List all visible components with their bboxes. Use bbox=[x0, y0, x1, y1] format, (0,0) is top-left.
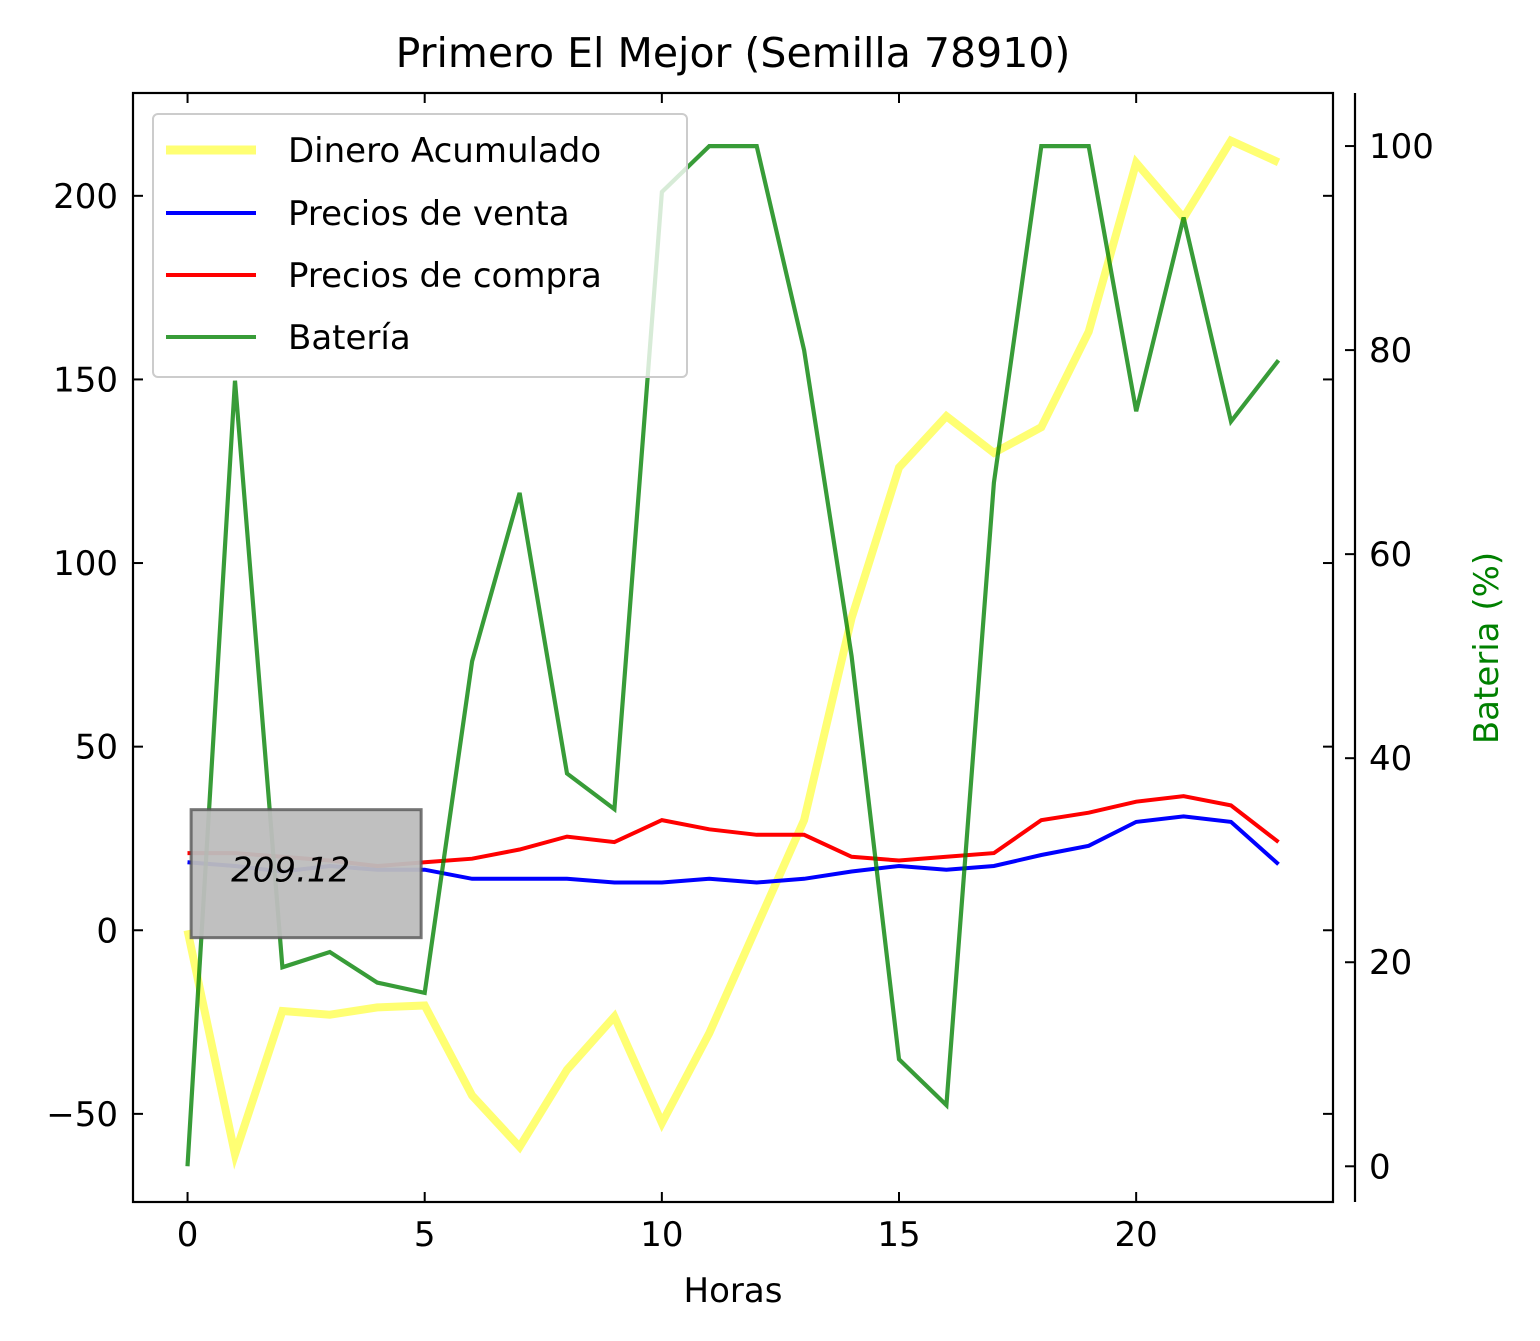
annotation-text: 209.12 bbox=[231, 851, 350, 891]
y-tick-label: 50 bbox=[75, 728, 118, 768]
y2-tick-label: 80 bbox=[1369, 331, 1412, 371]
y-axis-ticks: −50 0 50 100 150 200 bbox=[46, 177, 1333, 1135]
y-tick-label: 200 bbox=[53, 177, 118, 217]
legend-frame bbox=[152, 113, 688, 378]
y2-tick-label: 0 bbox=[1369, 1147, 1391, 1187]
y2-tick-label: 60 bbox=[1369, 535, 1412, 575]
series-line-3 bbox=[185, 144, 1281, 1167]
legend-label-dinero-acumulado: Dinero Acumulado bbox=[288, 131, 601, 171]
y2-tick-label: 40 bbox=[1369, 739, 1412, 779]
x-tick-label: 20 bbox=[1115, 1215, 1158, 1255]
chart-title: Primero El Mejor (Semilla 78910) bbox=[396, 29, 1071, 77]
y2-tick-label: 100 bbox=[1369, 127, 1434, 167]
series-line-0 bbox=[183, 135, 1281, 1170]
y2-axis-label: Bateria (%) bbox=[1467, 552, 1507, 744]
y2-axis-ticks: 0 20 40 60 80 100 bbox=[1345, 127, 1434, 1187]
annotation-layer: 209.12 bbox=[189, 808, 423, 940]
annotation-box bbox=[189, 808, 423, 940]
x-tick-label: 10 bbox=[640, 1215, 683, 1255]
x-axis-label: Horas bbox=[684, 1271, 783, 1311]
y2-tick-label: 20 bbox=[1369, 943, 1412, 983]
legend-label-bateria: Batería bbox=[288, 318, 411, 358]
y-tick-label: 150 bbox=[53, 360, 118, 400]
x-tick-label: 15 bbox=[877, 1215, 920, 1255]
legend-label-precios-compra: Precios de compra bbox=[288, 256, 602, 296]
legend: Dinero Acumulado Precios de venta Precio… bbox=[152, 113, 688, 378]
y-tick-label: 100 bbox=[53, 544, 118, 584]
x-axis-ticks: 0 5 10 15 20 bbox=[177, 93, 1158, 1255]
x-tick-label: 5 bbox=[414, 1215, 436, 1255]
y-tick-label: −50 bbox=[46, 1095, 118, 1135]
legend-label-precios-venta: Precios de venta bbox=[288, 194, 570, 234]
y-tick-label: 0 bbox=[96, 911, 118, 951]
x-tick-label: 0 bbox=[177, 1215, 199, 1255]
plot-frame bbox=[131, 91, 1335, 1204]
plot-area bbox=[131, 91, 1357, 1204]
